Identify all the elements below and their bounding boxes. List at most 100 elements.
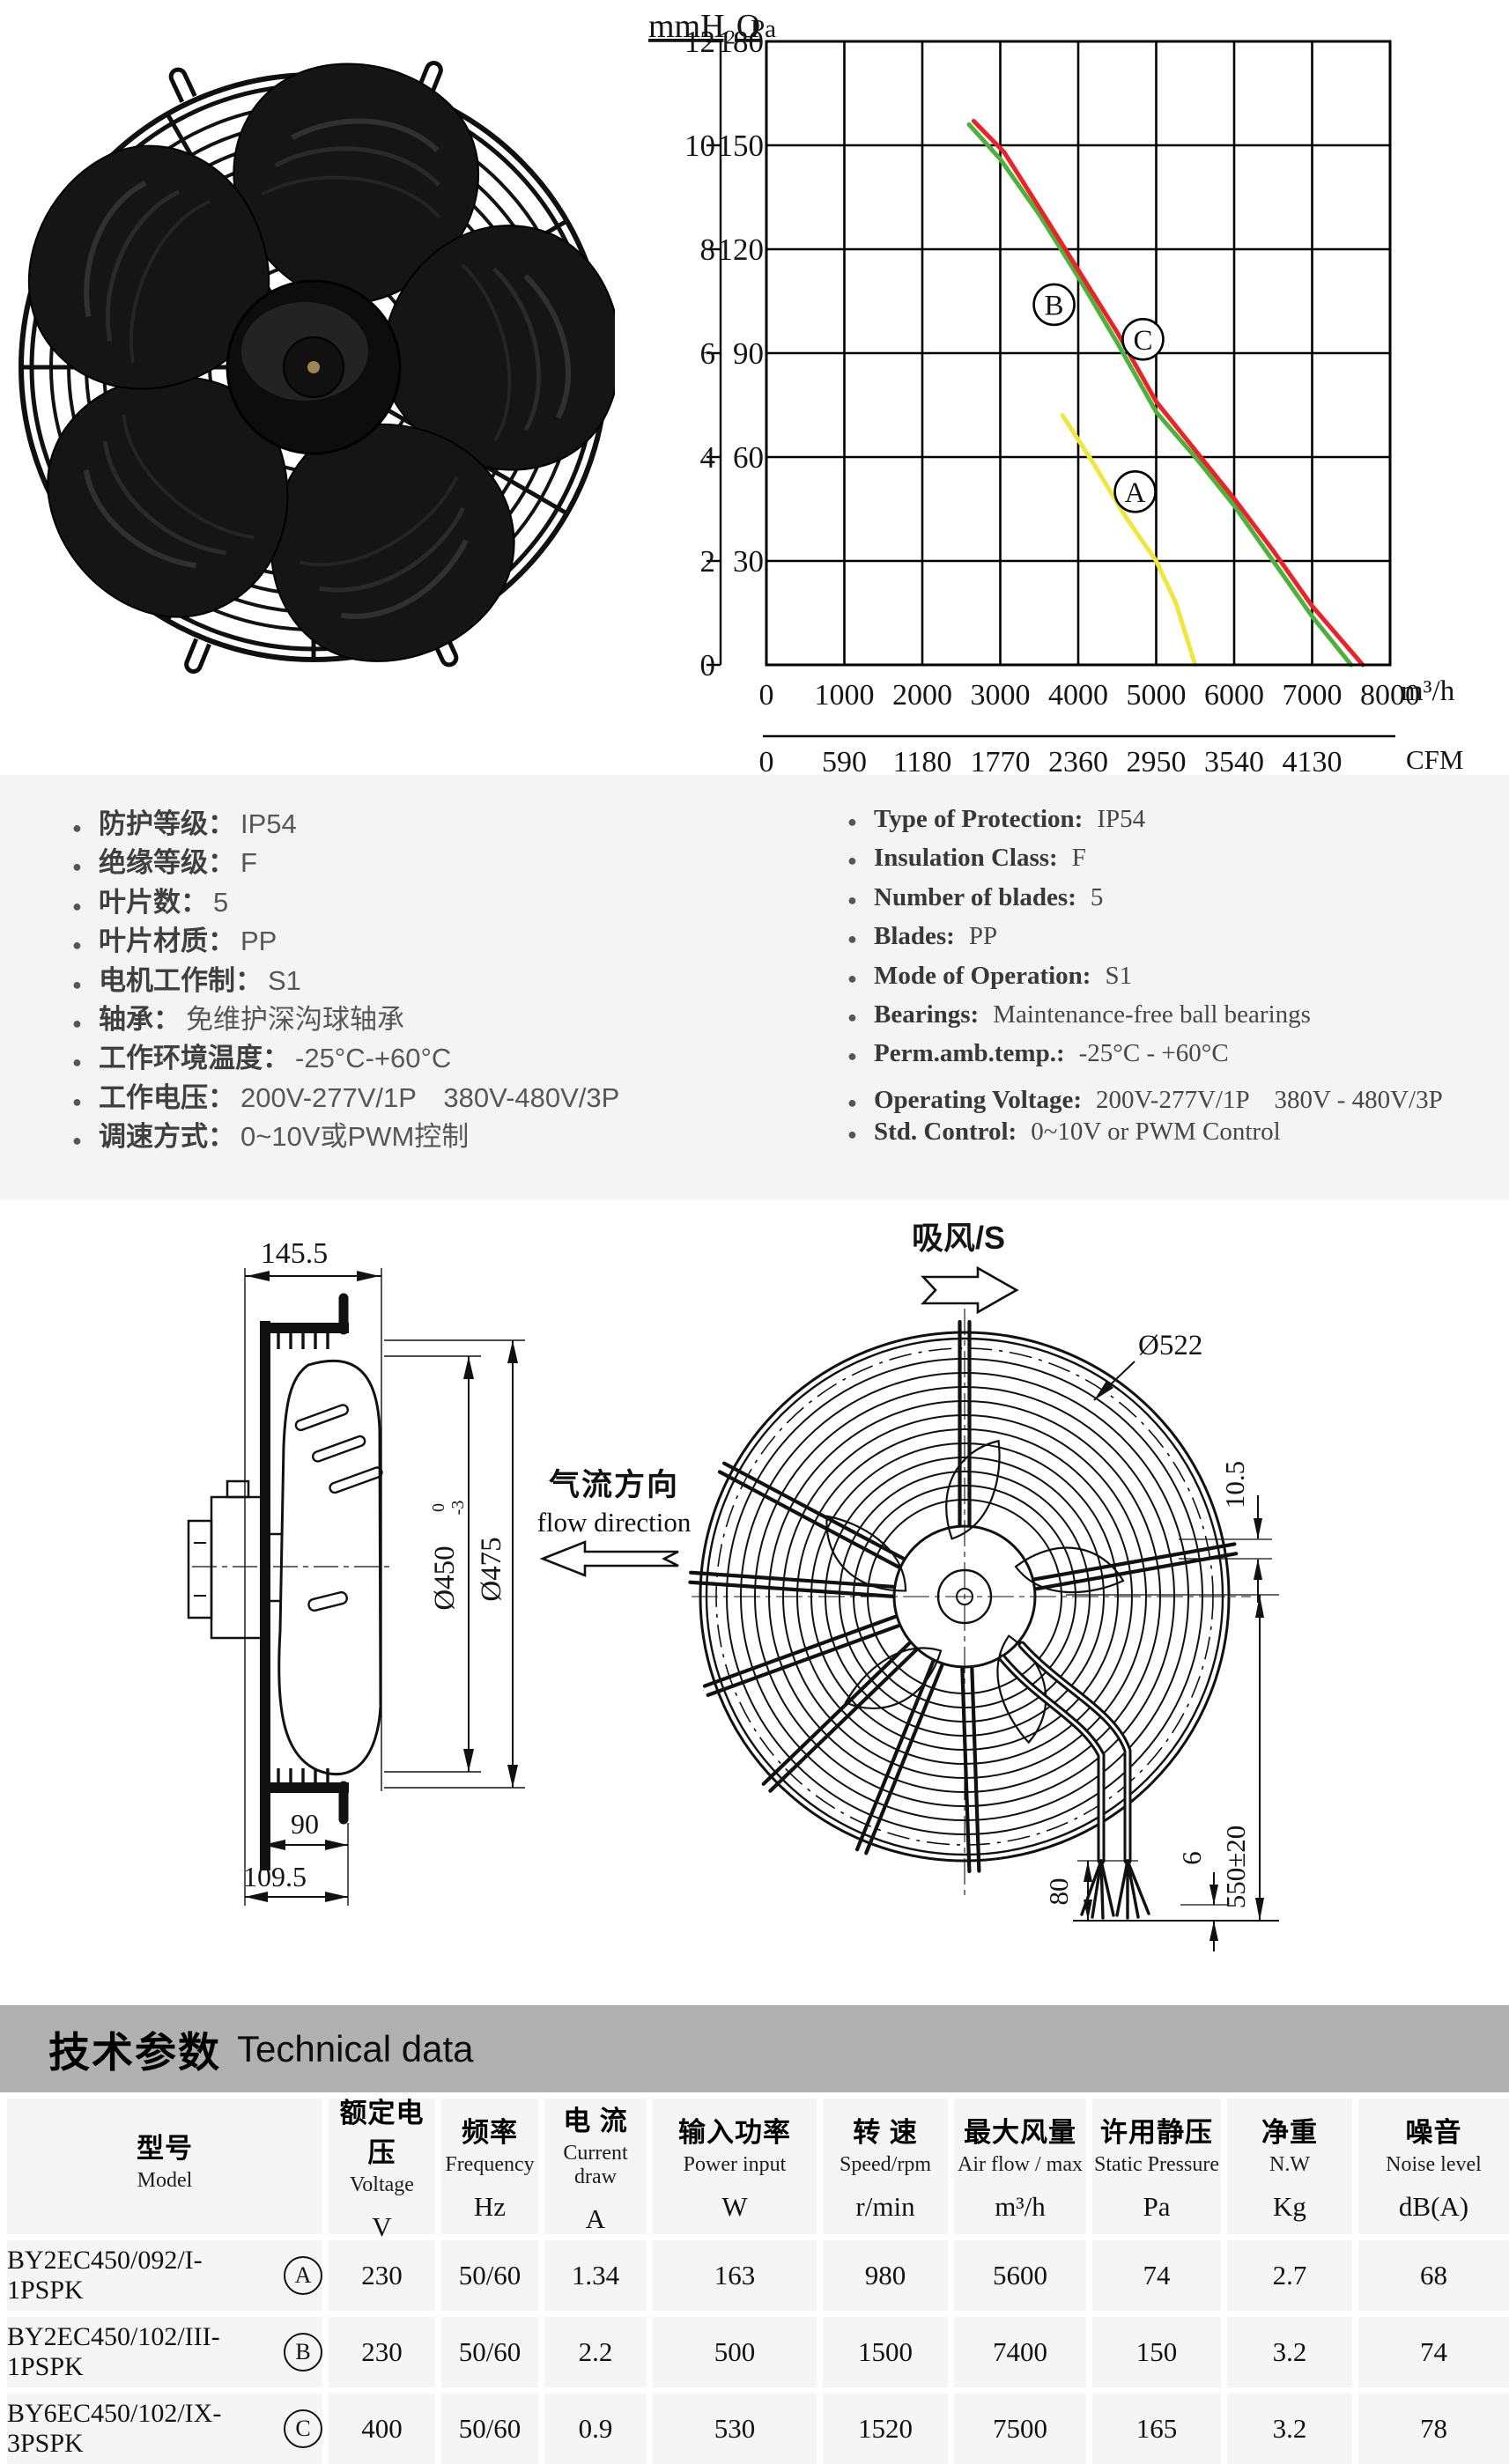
spec-value: S1 [268,964,301,996]
specs-list-chinese: ● 防护等级： IP54 ● 绝缘等级： F ● 叶片数： 5 ● 叶片材质： PP ● 电机工作制： S1… [72,801,619,1154]
spec-value: PP [968,922,998,951]
table-header-air-flow-max: 最大风量 Air flow / max m³/h [954,2099,1086,2234]
xtick-cfm: 2950 [1127,746,1187,775]
xtick-cfm: 590 [822,746,867,775]
spec-item-cn: ● 工作电压： 200V-277V/1P 380V-480V/3P [72,1075,619,1114]
cell-r2-c3: 2.2 [544,2317,647,2387]
header-en: Static Pressure [1094,2153,1219,2176]
header-cn: 额定电压 [339,2097,425,2168]
cell-r1-c5: 980 [823,2240,948,2311]
header-cn: 净重 [1261,2117,1318,2148]
table-header-current-draw: 电 流 Current draw A [544,2099,647,2234]
curve-label-circle-C [1121,317,1165,361]
dim-d522: Ø522 [1138,1330,1202,1361]
xtick-cfm: 3540 [1204,746,1264,775]
spec-item-cn: ● 叶片材质： PP [72,918,619,957]
table-header-static-pressure: 许用静压 Static Pressure Pa [1092,2099,1221,2234]
cell-r2-c2: 50/60 [441,2317,538,2387]
dim-d450-tol-lo: -3 [448,1501,468,1516]
table-header-model: 型号 Model [7,2099,322,2234]
spec-item-en: ● Std. Control: 0~10V or PWM Control [847,1118,1443,1156]
header-en: Frequency [445,2153,535,2176]
xtick-m3h: 8000 [1360,679,1420,712]
cell-r1-c2: 50/60 [441,2240,538,2311]
cell-r2-c8: 3.2 [1227,2317,1352,2387]
spec-item-cn: ● 电机工作制： S1 [72,958,619,997]
ytick-mmh2o: 10 [684,129,715,163]
cell-r3-c5: 1520 [823,2394,948,2464]
fan-product-photo [7,48,615,674]
cell-r2-c5: 1500 [823,2317,948,2387]
x-unit-m3h: m³/h [1401,675,1455,707]
flow-direction-label: 气流方向 flow direction [521,1460,706,1583]
header-unit: Kg [1273,2191,1306,2222]
ytick-mmh2o: 2 [700,544,716,579]
xtick-cfm: 1180 [893,746,952,775]
cell-r3-c2: 50/60 [441,2394,538,2464]
spec-label: 工作环境温度： [99,1043,290,1074]
dim-109-5: 109.5 [243,1861,307,1892]
bullet-icon: ● [72,975,82,993]
specs-list-english: ● Type of Protection: IP54 ● Insulation Clas… [847,805,1443,1157]
bullet-icon: ● [72,1092,82,1110]
header-unit: Pa [1143,2191,1171,2222]
spec-item-cn: ● 调速方式： 0~10V或PWM控制 [72,1114,619,1153]
ytick-pa: 30 [733,544,764,579]
spec-item-en: ● Type of Protection: IP54 [847,805,1443,844]
bullet-icon: ● [72,1132,82,1150]
table-row-model: BY2EC450/092/I-1PSPK A [7,2240,322,2311]
spec-label: 轴承： [99,1003,181,1035]
spec-item-cn: ● 轴承： 免维护深沟球轴承 [72,997,619,1036]
spec-value: S1 [1105,961,1133,990]
cell-r1-c9: 68 [1358,2240,1509,2311]
header-en: Voltage [350,2173,414,2196]
spec-value: -25°C - +60°C [1078,1039,1229,1068]
spec-item-en: ● Perm.amb.temp.: -25°C - +60°C [847,1039,1443,1078]
spec-label: 叶片数： [99,886,208,918]
xtick-m3h: 7000 [1283,679,1343,712]
spec-item-en: ● Insulation Class: F [847,844,1443,882]
x-unit-cfm: CFM [1406,744,1463,775]
xtick-cfm: 1770 [971,746,1031,775]
spec-label: Mode of Operation: [874,961,1091,990]
header-unit: Hz [473,2191,507,2222]
bullet-icon: ● [72,1053,82,1072]
bullet-icon: ● [847,930,857,948]
ytick-mmh2o: 4 [700,440,716,475]
header-unit: V [372,2210,392,2242]
model-badge: B [284,2333,322,2372]
model-text: BY6EC450/102/IX-3PSPK [7,2399,222,2458]
ytick-pa: 60 [733,440,764,475]
spec-label: Type of Protection: [874,805,1084,833]
chart-y-axis-title-secondary: Pa [751,15,776,43]
bullet-icon: ● [847,813,857,830]
cell-r3-c9: 78 [1358,2394,1509,2464]
cell-r3-c4: 530 [653,2394,817,2464]
spec-item-cn: ● 绝缘等级： F [72,840,619,879]
header-en: Current draw [563,2141,628,2188]
bullet-icon: ● [72,858,82,876]
spec-item-en: ● Mode of Operation: S1 [847,962,1443,1000]
header-unit: m³/h [995,2191,1046,2222]
spec-label: Bearings: [874,1000,980,1029]
dim-d475: Ø475 [476,1537,507,1601]
dim-80: 80 [1043,1878,1074,1906]
bullet-icon: ● [72,819,82,837]
table-row-model: BY2EC450/102/III-1PSPK B [7,2317,322,2387]
cell-r2-c4: 500 [653,2317,817,2387]
dim-d450: Ø450 [429,1546,461,1610]
technical-data-title-en: Technical data [237,2027,474,2069]
spec-label: Number of blades: [874,882,1076,911]
spec-item-en: ● Operating Voltage: 200V-277V/1P 380V - 4… [847,1079,1443,1118]
xtick-cfm: 4130 [1283,746,1343,775]
spec-label: 绝缘等级： [99,847,235,879]
header-cn: 许用静压 [1100,2117,1213,2148]
spec-value: 0~10V or PWM Control [1031,1118,1281,1147]
spec-value: Maintenance-free ball bearings [993,1000,1311,1029]
xtick-cfm: 2360 [1048,746,1108,775]
bullet-icon: ● [847,969,857,987]
spec-item-cn: ● 叶片数： 5 [72,880,619,918]
cell-r3-c6: 7500 [954,2394,1086,2464]
spec-value: 200V-277V/1P 380V-480V/3P [240,1081,620,1113]
spec-item-cn: ● 防护等级： IP54 [72,801,619,840]
